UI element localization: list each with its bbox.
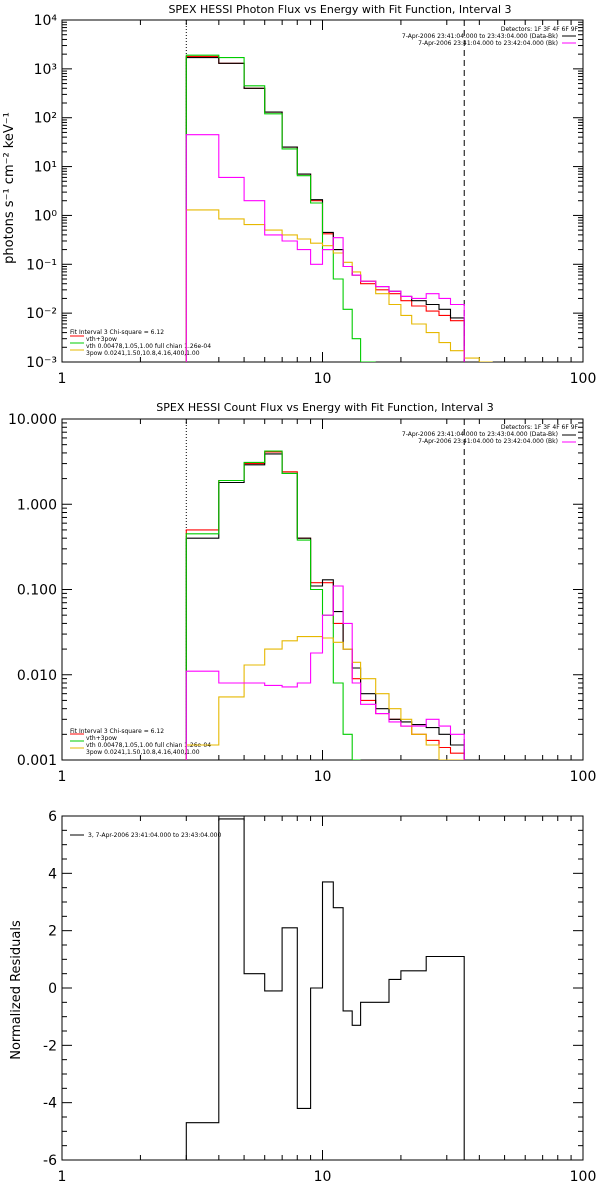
residuals-panel: Normalized Residuals 3, 7-Apr-2006 23:41… <box>9 809 596 1185</box>
count-flux-panel: SPEX HESSI Count Flux vs Energy with Fit… <box>8 401 596 785</box>
photon-flux-ylabel: photons s⁻¹ cm⁻² keV⁻¹ <box>2 112 17 264</box>
photon-flux-fit-entry-3: 3pow 0.0241,1.50,10.8,4.16,400,1.00 <box>86 350 200 357</box>
count-flux-series-3 <box>185 636 465 760</box>
count-flux-y-tick-label: 0.001 <box>17 753 57 769</box>
residuals-x-tick-label: 1 <box>58 1169 67 1185</box>
residuals-x-tick-label: 100 <box>570 1169 597 1185</box>
photon-flux-y-tick-label: 10⁰ <box>34 208 58 224</box>
residuals-y-tick-label: 2 <box>48 924 57 940</box>
count-flux-fit-entry-3: 3pow 0.0241,1.50,10.8,4.16,400,1.00 <box>86 749 200 756</box>
count-flux-fit-title: Fit Interval 3 Chi-square = 6.12 <box>70 728 164 735</box>
count-flux-time-label-1: 7-Apr-2006 23:41:04.000 to 23:43:04.000 … <box>402 431 558 438</box>
photon-flux-fit-entry-2: vth 0.00478,1.05,1.00 full chian 1.26e-0… <box>86 343 211 350</box>
photon-flux-fit-title: Fit Interval 3 Chi-square = 6.12 <box>70 329 164 336</box>
photon-flux-y-tick-label: 10¹ <box>34 160 57 176</box>
photon-flux-series-0 <box>185 55 465 362</box>
photon-flux-y-tick-label: 10⁻³ <box>26 355 57 371</box>
count-flux-detectors: Detectors: 1F 3F 4F 6F 9F <box>501 424 579 431</box>
photon-flux-series-3 <box>185 209 493 362</box>
count-flux-time-label-2: 7-Apr-2006 23:41:04.000 to 23:42:04.000 … <box>418 438 558 445</box>
residuals-y-tick-label: -4 <box>43 1096 57 1112</box>
photon-flux-y-tick-label: 10⁻² <box>26 306 57 322</box>
photon-flux-detectors: Detectors: 1F 3F 4F 6F 9F <box>501 26 579 33</box>
residuals-series-0 <box>185 818 465 1160</box>
photon-flux-fit-entry-1: vth+3pow <box>86 336 117 343</box>
residuals-ylabel: Normalized Residuals <box>9 920 24 1060</box>
count-flux-x-tick-label: 1 <box>58 769 67 785</box>
photon-flux-series-4 <box>185 134 465 362</box>
count-flux-y-tick-label: 0.100 <box>17 583 57 599</box>
residuals-y-tick-label: 4 <box>48 866 57 882</box>
photon-flux-time-label-1: 7-Apr-2006 23:41:04.000 to 23:43:04.000 … <box>402 33 558 40</box>
count-flux-series-4 <box>185 585 465 760</box>
photon-flux-axes-frame <box>61 19 584 363</box>
residuals-y-tick-label: 0 <box>48 981 57 997</box>
residuals-x-tick-label: 10 <box>314 1169 332 1185</box>
photon-flux-series-1 <box>185 57 465 362</box>
residuals-y-tick-label: -6 <box>43 1153 57 1169</box>
photon-flux-y-tick-label: 10⁴ <box>34 13 58 29</box>
count-flux-y-tick-label: 10.000 <box>8 412 57 428</box>
photon-flux-x-tick-label: 1 <box>58 371 67 387</box>
residuals-legend-label: 3, 7-Apr-2006 23:41:04.000 to 23:43:04.0… <box>88 832 221 839</box>
count-flux-series-2 <box>185 450 361 760</box>
photon-flux-x-tick-label: 100 <box>570 371 597 387</box>
photon-flux-y-tick-label: 10⁻¹ <box>26 257 57 273</box>
photon-flux-y-tick-label: 10² <box>34 111 57 127</box>
count-flux-fit-entry-1: vth+3pow <box>86 735 117 742</box>
count-flux-series-1 <box>185 453 465 760</box>
count-flux-y-tick-label: 0.010 <box>17 668 57 684</box>
count-flux-y-tick-label: 1.000 <box>17 497 57 513</box>
photon-flux-x-tick-label: 10 <box>314 371 332 387</box>
count-flux-title: SPEX HESSI Count Flux vs Energy with Fit… <box>156 401 493 414</box>
photon-flux-y-tick-label: 10³ <box>34 62 57 78</box>
photon-flux-title: SPEX HESSI Photon Flux vs Energy with Fi… <box>168 3 511 16</box>
count-flux-series-0 <box>185 451 465 760</box>
count-flux-fit-entry-2: vth 0.00478,1.05,1.00 full chian 1.26e-0… <box>86 742 211 749</box>
count-flux-x-tick-label: 100 <box>570 769 597 785</box>
photon-flux-series-2 <box>185 54 376 362</box>
photon-flux-time-label-2: 7-Apr-2006 23:41:04.000 to 23:42:04.000 … <box>418 40 558 47</box>
count-flux-x-tick-label: 10 <box>314 769 332 785</box>
residuals-y-tick-label: 6 <box>48 809 57 825</box>
residuals-y-tick-label: -2 <box>43 1038 57 1054</box>
photon-flux-panel: SPEX HESSI Photon Flux vs Energy with Fi… <box>2 3 596 387</box>
